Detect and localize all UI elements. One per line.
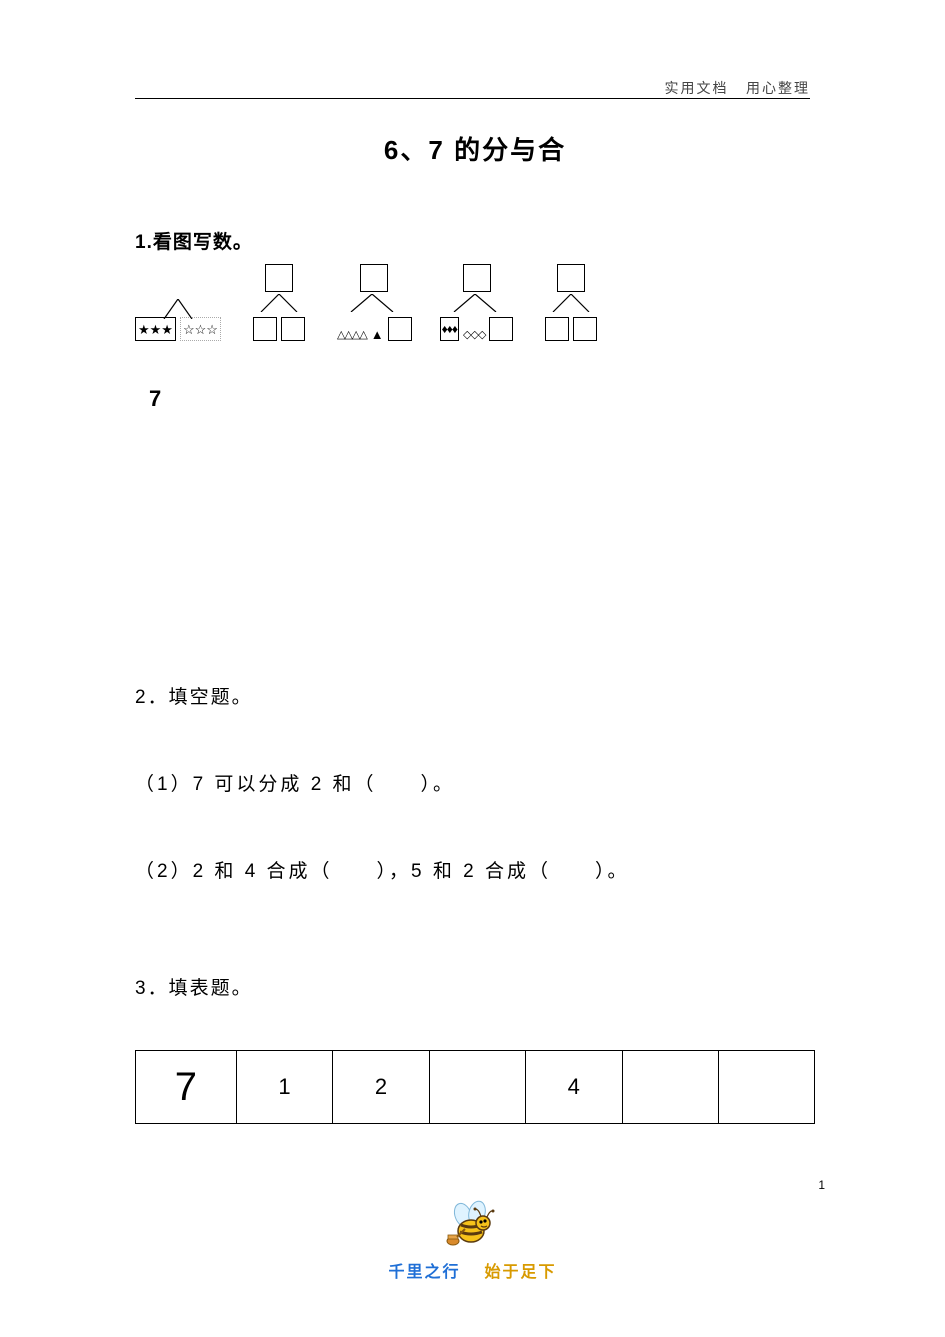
fork-lines-icon (541, 294, 601, 312)
diagram-4: ♦♦♦ ◇◇◇ (440, 264, 514, 341)
diagram-4-right-box (489, 317, 513, 341)
q2-lines: （1）7 可以分成 2 和（ ）。 （2）2 和 4 合成（ ），5 和 2 合… (135, 769, 815, 883)
diagram-1-right: ☆☆☆ (180, 317, 221, 341)
table-cell-2: 2 (333, 1051, 430, 1124)
table-cell-6 (718, 1051, 814, 1124)
q1-lone-number: 7 (149, 386, 815, 412)
q2-line-2: （2）2 和 4 合成（ ），5 和 2 合成（ ）。 (135, 856, 815, 883)
q1-diagrams: ★★★ ☆☆☆ (135, 264, 815, 341)
diagram-2 (249, 264, 309, 341)
footer-text: 千里之行 始于足下 (0, 1258, 945, 1282)
fork-lines-icon (158, 299, 198, 319)
table-cell-0: 7 (136, 1051, 237, 1124)
diagram-4-left: ♦♦♦ (440, 317, 459, 341)
fork-lines-icon (440, 294, 510, 312)
table-cell-3 (429, 1051, 525, 1124)
diagram-2-top-box (265, 264, 293, 292)
q2-line-1: （1）7 可以分成 2 和（ ）。 (135, 769, 815, 796)
table-cell-5 (622, 1051, 718, 1124)
diagram-2-right-box (281, 317, 305, 341)
page-number: 1 (818, 1178, 825, 1192)
diagram-3-left-symbols: △△△△ (337, 330, 367, 341)
q3-label: 3．填表题。 (135, 973, 815, 1000)
diagram-2-left-box (253, 317, 277, 341)
diagram-1-left: ★★★ (135, 317, 176, 341)
header-notes: 实用文档 用心整理 (653, 78, 811, 98)
bee-icon (443, 1199, 497, 1254)
diagram-3: △△△△ ▲ (337, 264, 412, 341)
header-note-left: 实用文档 (665, 82, 729, 97)
diagram-5-right-box (573, 317, 597, 341)
diagram-5-left-box (545, 317, 569, 341)
footer-part-b: 始于足下 (485, 1264, 557, 1281)
q3-table: 7 1 2 4 (135, 1050, 815, 1124)
table-cell-1: 1 (236, 1051, 333, 1124)
q2-label: 2．填空题。 (135, 682, 815, 709)
table-cell-4: 4 (526, 1051, 623, 1124)
fork-lines-icon (249, 294, 309, 312)
diagram-4-right-symbols: ◇◇◇ (463, 330, 485, 341)
diagram-5-top-box (557, 264, 585, 292)
header-rule (135, 98, 810, 99)
diagram-1: ★★★ ☆☆☆ (135, 299, 221, 341)
diagram-3-mid-symbol: ▲ (371, 328, 384, 341)
page-title: 6、7 的分与合 (135, 130, 815, 167)
footer: 千里之行 始于足下 (0, 1199, 945, 1282)
worksheet-page: 实用文档 用心整理 6、7 的分与合 1.看图写数。 ★★★ ☆☆☆ (0, 0, 945, 1337)
header-note-right: 用心整理 (746, 82, 810, 97)
footer-part-a: 千里之行 (388, 1264, 460, 1281)
diagram-3-right-box (388, 317, 412, 341)
diagram-4-top-box (463, 264, 491, 292)
table-row: 7 1 2 4 (136, 1051, 815, 1124)
diagram-3-top-box (360, 264, 388, 292)
fork-lines-icon (337, 294, 407, 312)
diagram-5 (541, 264, 601, 341)
q1-label: 1.看图写数。 (135, 227, 815, 254)
